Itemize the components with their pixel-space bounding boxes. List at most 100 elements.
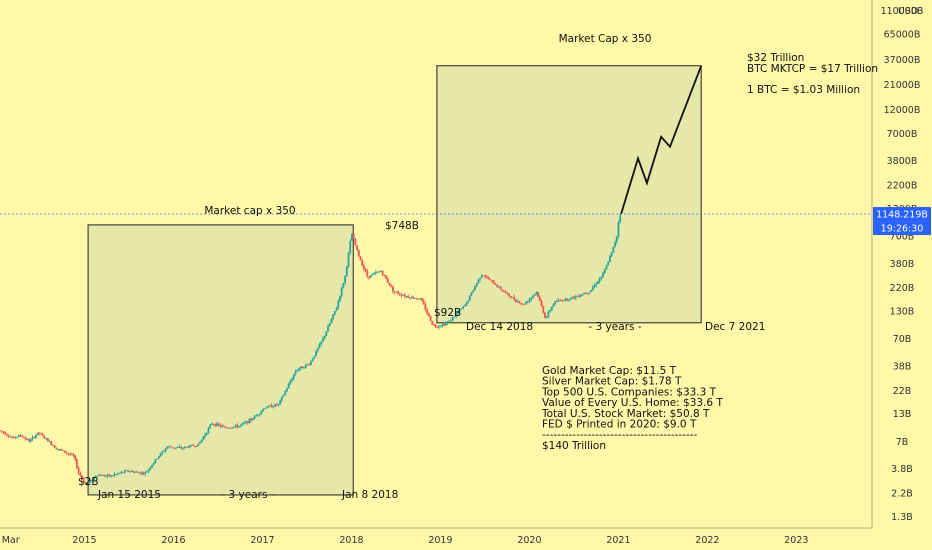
y-tick-label: 110000B [881, 6, 924, 17]
candle-body [89, 480, 92, 483]
candle-body [94, 475, 97, 477]
candle-body [359, 256, 362, 261]
box1-end-date: Jan 8 2018 [341, 489, 398, 501]
candle-body [40, 433, 42, 435]
candle-body [146, 471, 148, 473]
candle-body [101, 475, 104, 476]
candle-body [0, 430, 3, 432]
candle-body [120, 471, 123, 474]
candle-body [81, 475, 83, 479]
candle-body [140, 472, 143, 474]
candle-body [128, 471, 131, 473]
box1-start-date: Jan 15 2015 [97, 489, 161, 501]
candle-body [552, 304, 555, 307]
candle-body [16, 436, 18, 438]
candle-body [233, 426, 235, 428]
x-axis[interactable]: Mar 2015 2016 2017 2018 2019 2020 2021 2022 2023 [0, 527, 872, 546]
candle-body [151, 464, 153, 468]
candle-body [456, 312, 459, 314]
candle-body [335, 307, 338, 312]
candle-body [609, 256, 611, 263]
candle-body [455, 313, 458, 317]
candle-body [398, 293, 401, 295]
candle-body [221, 425, 223, 427]
candle-body [70, 454, 73, 455]
candle-body [383, 274, 386, 276]
box1-annotations: Market cap x 350 $748B $2B Jan 15 2015 -… [78, 205, 419, 501]
candle-body [470, 292, 473, 296]
candle-body [438, 326, 440, 328]
candle-body [106, 474, 109, 476]
box2-start-date: Dec 14 2018 [466, 321, 533, 333]
candle-body [504, 291, 507, 293]
candle-body [511, 297, 514, 299]
candle-body [547, 311, 550, 317]
candle-body [600, 276, 603, 279]
candle-body [0, 430, 1, 431]
candle-body [147, 469, 150, 472]
candle-body [427, 313, 430, 316]
candle-body [556, 301, 558, 302]
candle-body [24, 437, 27, 440]
current-price-badge: 1148.219B [873, 207, 931, 222]
candle-body [69, 453, 71, 455]
candle-body [487, 277, 490, 280]
candle-body [573, 296, 575, 299]
candle-body [19, 435, 22, 436]
candle-body [351, 234, 353, 241]
candle-body [308, 364, 311, 366]
candle-body [559, 300, 562, 301]
candle-body [424, 304, 427, 310]
candle-body [183, 446, 186, 449]
candle-body [21, 435, 24, 437]
candle-body [192, 445, 194, 446]
candle-body [479, 277, 481, 280]
candle-body [33, 437, 36, 438]
candle-body [480, 275, 483, 278]
candle-body [521, 303, 524, 305]
candle-body [388, 282, 391, 286]
candle-body [544, 312, 546, 318]
candle-body [467, 300, 470, 303]
candle-body [52, 444, 54, 446]
candle-body [193, 445, 196, 447]
candle-body [426, 309, 429, 314]
candle-body [333, 311, 336, 315]
candle-body [407, 296, 410, 298]
candle-body [535, 292, 538, 294]
candle-body [139, 472, 141, 474]
candle-body [579, 294, 582, 297]
candle-body [286, 388, 288, 392]
candle-body [561, 300, 563, 302]
candle-body [62, 450, 65, 451]
candle-body [342, 283, 345, 288]
x-tick-label: 2017 [250, 535, 274, 546]
projection-path [620, 65, 703, 215]
candle-body [492, 280, 495, 284]
candle-body [310, 361, 312, 365]
candle-body [429, 315, 432, 321]
candle-body [615, 236, 618, 243]
candle-body [110, 475, 112, 477]
y-tick-label: 21000B [884, 80, 921, 91]
candle-body [397, 291, 399, 294]
candle-body [328, 323, 331, 327]
candle-body [67, 453, 70, 454]
candlestick-series [0, 213, 622, 486]
candle-body [581, 294, 584, 296]
candle-body [296, 369, 299, 372]
candle-body [496, 285, 499, 288]
candle-body [204, 434, 206, 437]
candle-body [364, 268, 367, 272]
candle-body [482, 275, 485, 277]
y-axis[interactable]: 110000B 65000B 37000B 21000B 12000B 7000B 3800… [871, 0, 924, 528]
target-btc-price: 1 BTC = $1.03 Million [747, 84, 860, 96]
candle-body [185, 446, 188, 448]
candle-body [125, 470, 128, 472]
candle-body [9, 436, 12, 438]
candle-body [181, 448, 184, 449]
x-tick-label: 2023 [784, 535, 808, 546]
candle-body [362, 265, 365, 269]
candle-body [26, 439, 29, 440]
candle-body [385, 275, 388, 279]
